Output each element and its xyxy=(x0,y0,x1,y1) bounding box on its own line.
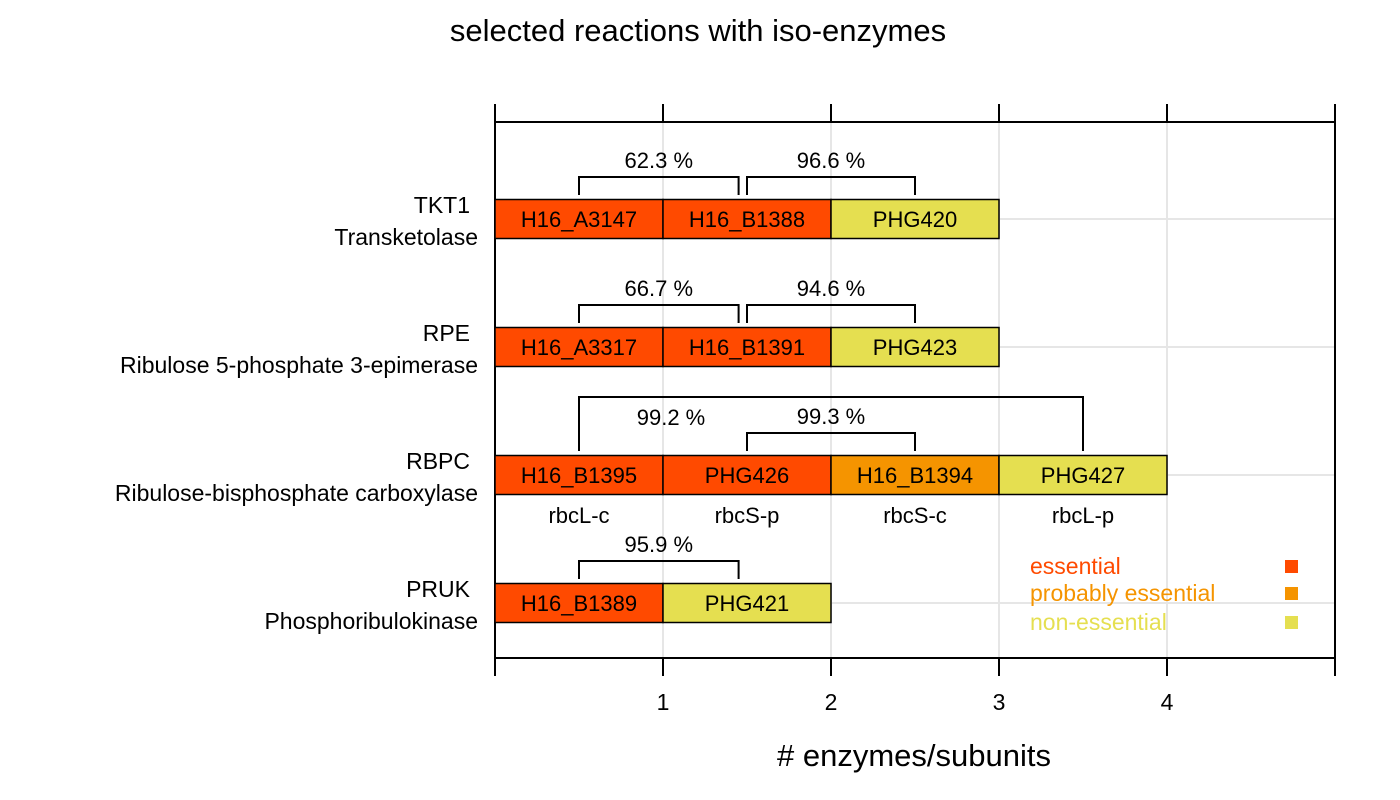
x-tick-label: 2 xyxy=(825,689,838,715)
bar-segment xyxy=(494,454,664,496)
bar-segment-label: H16_B1391 xyxy=(689,335,805,360)
legend-label: probably essential xyxy=(1030,580,1215,606)
reaction-name-label: Transketolase xyxy=(334,224,478,250)
bar-segment-label: H16_A3147 xyxy=(521,207,637,232)
identity-label: 62.3 % xyxy=(625,148,694,173)
bar-segment xyxy=(998,454,1168,496)
reaction-row-rbpc: RBPC Ribulose-bisphosphate carboxylase H16… xyxy=(115,396,1168,528)
subunit-label: rbcS-c xyxy=(883,503,947,528)
bar-segment-label: PHG426 xyxy=(705,463,789,488)
identity-bracket xyxy=(746,176,916,195)
reaction-row-pruk: PRUK Phosphoribulokinase H16_B1389 PHG421 95… xyxy=(264,532,832,634)
legend-swatch xyxy=(1285,587,1298,600)
bar-segment xyxy=(662,582,832,624)
reaction-name-label: Ribulose 5-phosphate 3-epimerase xyxy=(120,352,478,378)
x-tick-label: 3 xyxy=(993,689,1006,715)
subunit-label: rbcS-p xyxy=(715,503,780,528)
x-tick-label: 4 xyxy=(1161,689,1174,715)
bar-segment xyxy=(830,326,1000,368)
legend-label: essential xyxy=(1030,553,1121,579)
x-axis: 1 2 3 4 xyxy=(494,104,1336,715)
reaction-row-tkt1: TKT1 Transketolase H16_A3147 H16_B1388 PHG42… xyxy=(334,148,1000,250)
identity-label: 99.3 % xyxy=(797,404,866,429)
identity-bracket xyxy=(578,176,740,195)
plot-frame xyxy=(494,121,1336,659)
bar-segment xyxy=(494,582,664,624)
x-axis-label: # enzymes/subunits xyxy=(777,738,1051,773)
subunit-label: rbcL-p xyxy=(1052,503,1114,528)
reaction-name-label: Phosphoribulokinase xyxy=(264,608,478,634)
identity-label: 96.6 % xyxy=(797,148,866,173)
reaction-name-label: Ribulose-bisphosphate carboxylase xyxy=(115,480,478,506)
bar-segment-label: PHG423 xyxy=(873,335,957,360)
identity-bracket xyxy=(578,396,1084,451)
legend-swatch xyxy=(1285,616,1298,629)
identity-bracket xyxy=(746,304,916,323)
bar-segment-label: PHG420 xyxy=(873,207,957,232)
bar-segment xyxy=(662,198,832,240)
subunit-label: rbcL-c xyxy=(548,503,609,528)
bar-segment-label: H16_B1394 xyxy=(857,463,973,488)
identity-label: 94.6 % xyxy=(797,276,866,301)
reaction-row-rpe: RPE Ribulose 5-phosphate 3-epimerase H16_A… xyxy=(120,276,1000,378)
bar-segment-label: H16_B1389 xyxy=(521,591,637,616)
identity-bracket xyxy=(578,304,740,323)
reaction-id-label: PRUK xyxy=(406,576,471,602)
bar-segment-label: PHG427 xyxy=(1041,463,1125,488)
legend-label: non-essential xyxy=(1030,609,1167,635)
reaction-id-label: TKT1 xyxy=(414,192,470,218)
reaction-id-label: RBPC xyxy=(406,448,470,474)
reaction-rows: TKT1 Transketolase H16_A3147 H16_B1388 PHG42… xyxy=(115,148,1168,634)
identity-label: 66.7 % xyxy=(625,276,694,301)
identity-label: 95.9 % xyxy=(625,532,694,557)
identity-label: 99.2 % xyxy=(637,405,706,430)
bar-segment-label: H16_B1395 xyxy=(521,463,637,488)
x-tick-label: 1 xyxy=(657,689,670,715)
reaction-id-label: RPE xyxy=(423,320,470,346)
bar-segment-label: H16_B1388 xyxy=(689,207,805,232)
identity-bracket xyxy=(578,560,740,579)
bar-segment xyxy=(662,454,832,496)
bar-segment xyxy=(662,326,832,368)
identity-bracket xyxy=(746,432,916,451)
chart-title: selected reactions with iso-enzymes xyxy=(450,13,946,48)
bar-segment xyxy=(830,198,1000,240)
bar-segment-label: H16_A3317 xyxy=(521,335,637,360)
bar-segment-label: PHG421 xyxy=(705,591,789,616)
legend-swatch xyxy=(1285,560,1298,573)
bar-segment xyxy=(830,454,1000,496)
